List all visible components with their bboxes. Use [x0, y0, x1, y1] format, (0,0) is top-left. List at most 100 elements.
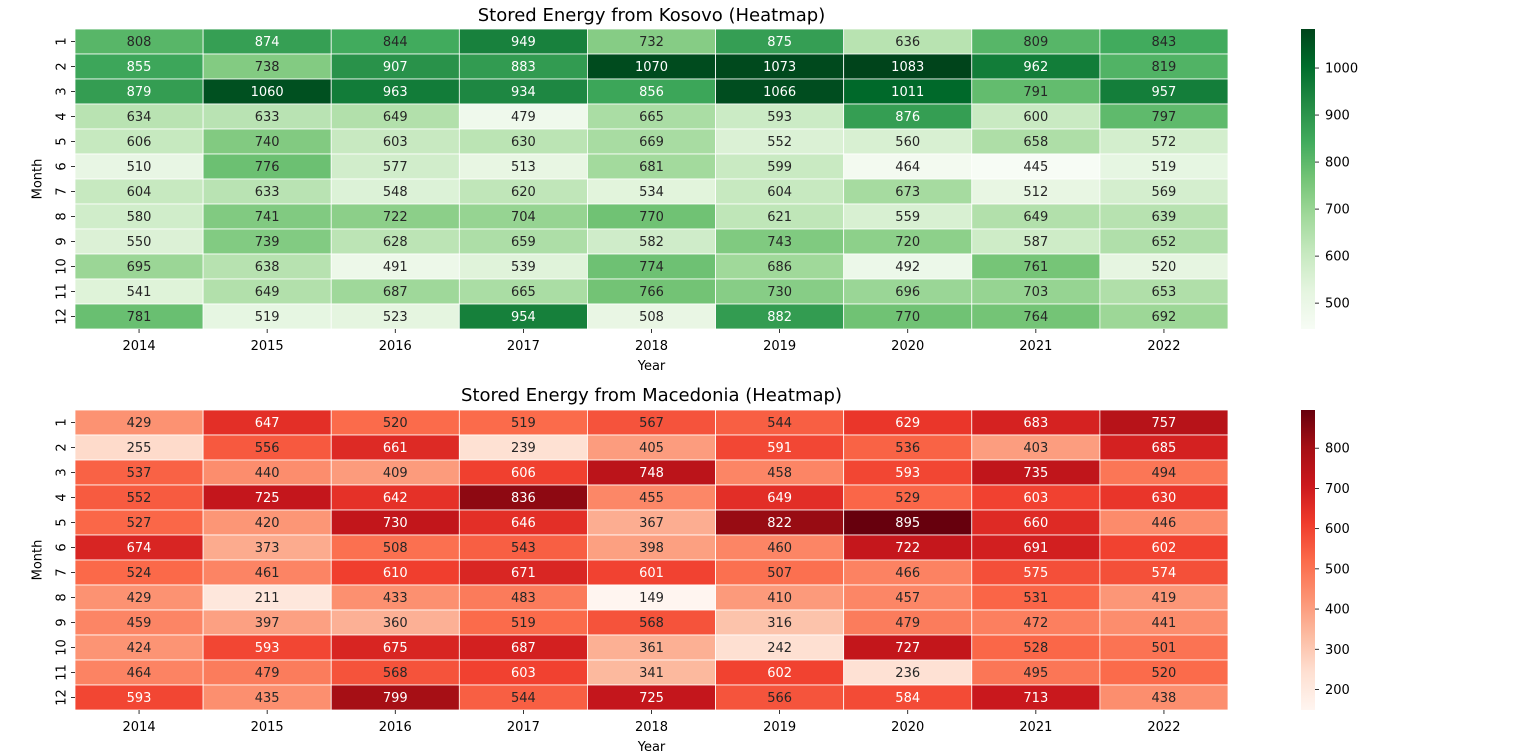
cell-value-label: 669 — [639, 135, 664, 150]
heatmap-cell — [1099, 484, 1229, 511]
cell-value-label: 520 — [1152, 666, 1177, 681]
cell-value-label: 606 — [127, 135, 152, 150]
colorbar-tick-label: 700 — [1325, 203, 1350, 218]
cell-value-label: 809 — [1023, 35, 1048, 50]
heatmap-cell — [843, 178, 973, 205]
y-axis-label: Month — [31, 540, 46, 581]
heatmap-cell — [587, 409, 716, 436]
cell-value-label: 466 — [895, 566, 920, 581]
x-tick-label: 2020 — [891, 339, 924, 354]
heatmap-cell — [330, 28, 460, 55]
heatmap-cell — [843, 559, 973, 586]
heatmap-cell — [202, 28, 332, 55]
heatmap-cell — [74, 78, 204, 105]
y-tick-label: 6 — [55, 543, 70, 551]
cell-value-label: 446 — [1152, 516, 1177, 531]
y-tick-label: 4 — [55, 112, 70, 120]
cell-value-label: 730 — [383, 516, 408, 531]
x-tick-label: 2019 — [763, 339, 796, 354]
cell-value-label: 774 — [639, 260, 664, 275]
cell-value-label: 550 — [127, 235, 152, 250]
x-tick-label: 2018 — [635, 720, 668, 735]
cell-value-label: 681 — [639, 160, 664, 175]
heatmap-cell — [587, 459, 716, 486]
cell-value-label: 534 — [639, 185, 664, 200]
y-tick-label: 6 — [55, 162, 70, 170]
cell-value-label: 441 — [1152, 616, 1177, 631]
cell-value-label: 686 — [767, 260, 792, 275]
cell-value-label: 529 — [895, 491, 920, 506]
cell-value-label: 691 — [1023, 541, 1048, 556]
cell-value-label: 512 — [1023, 185, 1048, 200]
heatmap-cell — [74, 203, 204, 230]
heatmap-cell — [587, 228, 716, 255]
cell-value-label: 543 — [511, 541, 536, 556]
cell-value-label: 479 — [511, 110, 536, 125]
cell-value-label: 457 — [895, 591, 920, 606]
colorbar-tick-label: 1000 — [1325, 62, 1358, 77]
y-axis-label: Month — [31, 159, 46, 200]
colorbar-tick-label: 900 — [1325, 109, 1350, 124]
heatmap-cell — [843, 484, 973, 511]
cell-value-label: 438 — [1152, 691, 1177, 706]
cell-value-label: 603 — [383, 135, 408, 150]
heatmap-cell — [715, 253, 845, 280]
heatmap-cell — [843, 128, 973, 155]
heatmap-cell — [202, 78, 332, 105]
heatmap-cell — [971, 559, 1101, 586]
heatmap-cell — [843, 434, 973, 461]
cell-value-label: 255 — [127, 441, 152, 456]
cell-value-label: 445 — [1023, 160, 1048, 175]
colorbar-tick-label: 800 — [1325, 156, 1350, 171]
heatmap-cell — [715, 128, 845, 155]
heatmap-cell — [202, 153, 332, 180]
cell-value-label: 934 — [511, 85, 536, 100]
heatmap-cell — [330, 459, 460, 486]
x-tick-label: 2016 — [379, 339, 412, 354]
cell-value-label: 907 — [383, 60, 408, 75]
cell-value-label: 373 — [255, 541, 280, 556]
heatmap-cell — [587, 153, 716, 180]
cell-value-label: 634 — [127, 110, 152, 125]
heatmap-cell — [971, 53, 1101, 80]
y-tick-label: 11 — [55, 283, 70, 300]
heatmap-cell — [330, 228, 460, 255]
cell-value-label: 472 — [1023, 616, 1048, 631]
heatmap-cell — [843, 409, 973, 436]
heatmap-cell — [330, 659, 460, 686]
cell-value-label: 593 — [127, 691, 152, 706]
cell-value-label: 741 — [255, 210, 280, 225]
cell-value-label: 722 — [383, 210, 408, 225]
cell-value-label: 541 — [127, 285, 152, 300]
cell-value-label: 743 — [767, 235, 792, 250]
heatmap-cell — [1099, 153, 1229, 180]
cell-value-label: 508 — [639, 310, 664, 325]
cell-value-label: 464 — [895, 160, 920, 175]
cell-value-label: 458 — [767, 466, 792, 481]
cell-value-label: 738 — [255, 60, 280, 75]
heatmap-cell — [843, 584, 973, 611]
cell-value-label: 568 — [639, 616, 664, 631]
cell-value-label: 544 — [511, 691, 536, 706]
heatmap-cell — [587, 434, 716, 461]
cell-value-label: 397 — [255, 616, 280, 631]
heatmap-cell — [458, 128, 588, 155]
heatmap-cell — [202, 459, 332, 486]
cell-value-label: 799 — [383, 691, 408, 706]
cell-value-label: 360 — [383, 616, 408, 631]
cell-value-label: 957 — [1152, 85, 1177, 100]
heatmap-cell — [715, 434, 845, 461]
cell-value-label: 659 — [511, 235, 536, 250]
heatmap-cell — [587, 584, 716, 611]
cell-value-label: 584 — [895, 691, 920, 706]
cell-value-label: 630 — [1152, 491, 1177, 506]
heatmap-cell — [587, 178, 716, 205]
cell-value-label: 544 — [767, 416, 792, 431]
x-tick-label: 2019 — [763, 720, 796, 735]
heatmap-cell — [843, 203, 973, 230]
y-tick-label: 7 — [55, 187, 70, 195]
cell-value-label: 405 — [639, 441, 664, 456]
cell-value-label: 519 — [255, 310, 280, 325]
y-tick-label: 1 — [55, 37, 70, 45]
x-axis-label: Year — [637, 740, 666, 754]
